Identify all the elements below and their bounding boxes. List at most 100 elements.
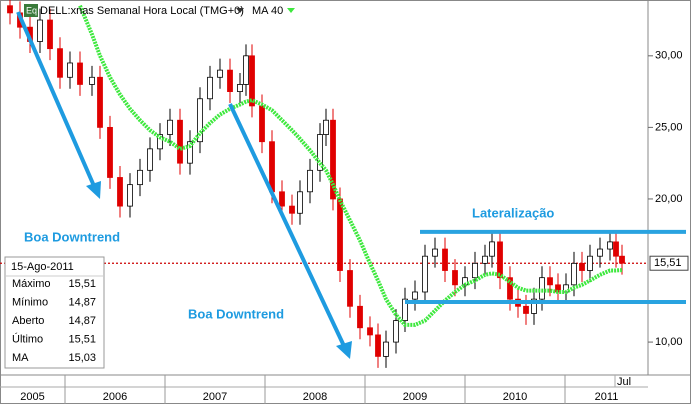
- candle-body: [607, 241, 613, 250]
- arrow-head: [86, 181, 101, 199]
- candle-body: [497, 241, 503, 279]
- arrow-head: [336, 341, 352, 359]
- symbol-icon: [24, 4, 38, 17]
- candle-body: [347, 270, 353, 307]
- x-minor-tick-label: Jul: [617, 376, 631, 388]
- candle-body: [367, 327, 373, 336]
- last-price-box: [649, 255, 689, 271]
- candle-body: [147, 148, 153, 171]
- candle-body: [47, 19, 53, 50]
- candle-body: [330, 119, 336, 200]
- candle-body: [67, 62, 73, 78]
- candle-body: [177, 119, 183, 164]
- annotation: Lateralização: [472, 205, 554, 220]
- arrows: [16, 11, 352, 359]
- y-tick-label: 25,00: [655, 121, 683, 133]
- chart-title: DELL:xnas Semanal Hora Local (TMG+0): [40, 5, 244, 17]
- candle-body: [259, 105, 265, 143]
- candle-body: [489, 241, 495, 257]
- candle-body: [37, 19, 43, 42]
- candle-body: [402, 298, 408, 322]
- candle-body: [197, 98, 203, 143]
- arrow: [228, 103, 346, 347]
- info-label: Mínimo: [12, 296, 48, 308]
- candle-body: [289, 205, 295, 214]
- candle-body: [539, 277, 545, 300]
- candle-body: [587, 255, 593, 271]
- candle-body: [167, 119, 173, 135]
- candle-body: [375, 334, 381, 357]
- candle-body: [317, 134, 323, 171]
- candle-body: [531, 298, 537, 314]
- candle-body: [357, 305, 363, 329]
- last-price-label: 15,51: [654, 257, 682, 269]
- x-tick-label: 2009: [403, 391, 427, 403]
- candle-body: [243, 55, 249, 85]
- candle-body: [432, 248, 438, 257]
- candle-body: [307, 169, 313, 193]
- info-label: MA: [12, 352, 29, 364]
- annotation: Boa Downtrend: [24, 229, 120, 244]
- candle-body: [7, 5, 13, 14]
- candle-body: [412, 291, 418, 300]
- info-label: Último: [12, 332, 43, 345]
- info-label: Máximo: [12, 278, 51, 290]
- info-value: 15,03: [68, 352, 96, 364]
- candle-body: [452, 270, 458, 286]
- candle-body: [157, 134, 163, 150]
- candle-body: [597, 248, 603, 257]
- candle-body: [297, 191, 303, 214]
- candle-body: [57, 48, 63, 78]
- info-value: 14,87: [68, 296, 96, 308]
- candle-body: [422, 255, 428, 293]
- candle-body: [507, 277, 513, 300]
- candle-body: [89, 76, 95, 85]
- info-value: 15,51: [68, 278, 96, 290]
- symbol-icon-text: Eq: [26, 5, 37, 15]
- candle-body: [472, 262, 478, 279]
- info-value: 14,87: [68, 315, 96, 327]
- candle-body: [107, 126, 113, 178]
- candle-body: [279, 191, 285, 207]
- legend-ma[interactable]: MA 40: [252, 5, 283, 17]
- plot-area: [0, 0, 648, 368]
- candle-body: [269, 141, 275, 193]
- candle-body: [613, 241, 619, 257]
- candle-body: [227, 69, 233, 93]
- dropdown-arrow[interactable]: [236, 8, 244, 13]
- candle-body: [217, 69, 223, 78]
- ma-line: [78, 4, 623, 327]
- candle-body: [442, 248, 448, 271]
- candle-body: [117, 177, 123, 207]
- x-tick-label: 2006: [103, 391, 127, 403]
- annotation: Boa Downtrend: [188, 306, 284, 321]
- candle-body: [482, 255, 488, 264]
- x-tick-label: 2010: [503, 391, 527, 403]
- candle-body: [187, 141, 193, 164]
- candle-body: [523, 305, 529, 314]
- y-tick-label: 20,00: [655, 193, 683, 205]
- candle-body: [393, 320, 399, 343]
- candle-body: [337, 198, 343, 271]
- info-label: Aberto: [12, 315, 44, 327]
- candle-body: [77, 62, 83, 85]
- info-date: 15-Ago-2011: [11, 261, 74, 273]
- info-value: 15,51: [68, 333, 96, 345]
- candle-body: [383, 341, 389, 357]
- x-tick-label: 2011: [595, 391, 619, 403]
- y-tick-label: 10,00: [655, 336, 683, 348]
- dropdown-arrow[interactable]: [287, 8, 295, 13]
- candle-body: [207, 76, 213, 100]
- candle-body: [97, 76, 103, 128]
- x-tick-label: 2005: [20, 391, 44, 403]
- y-tick-label: 30,00: [655, 50, 683, 62]
- info-box: 15-Ago-2011 Máximo 15,51 Mínimo 14,87 Aberto…: [4, 256, 105, 369]
- candle-body: [237, 84, 243, 93]
- candle-body: [127, 184, 133, 207]
- x-tick-label: 2007: [203, 391, 227, 403]
- candle-body: [547, 277, 553, 286]
- candle-body: [249, 55, 255, 107]
